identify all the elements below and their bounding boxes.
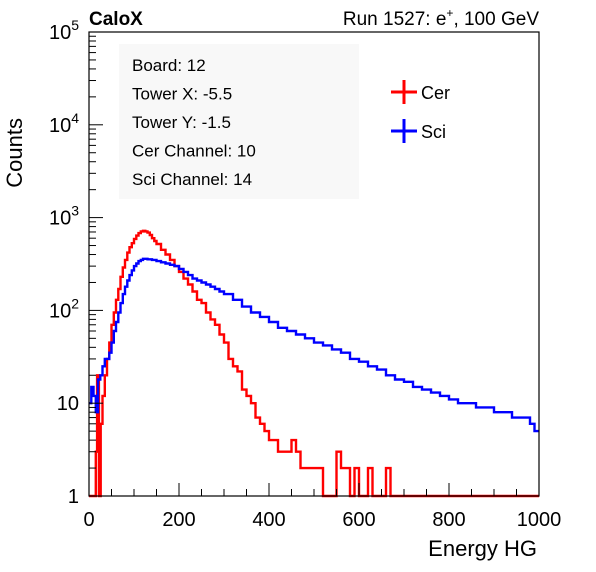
- x-tick-label: 600: [342, 509, 375, 531]
- x-axis: 0 200 400 600 800 1000: [83, 483, 561, 531]
- x-tick-label: 800: [432, 509, 465, 531]
- run-label: Run 1527: e+, 100 GeV: [343, 6, 539, 30]
- info-line: Board: 12: [132, 56, 206, 75]
- x-tick-label: 1000: [517, 509, 562, 531]
- legend-label-sci: Sci: [421, 122, 446, 142]
- info-line: Tower X: -5.5: [132, 85, 232, 104]
- series-line-sci: [89, 257, 539, 433]
- y-tick-label: 103: [49, 203, 79, 230]
- legend-label-cer: Cer: [421, 83, 450, 103]
- y-tick-label: 102: [49, 295, 79, 322]
- info-line: Tower Y: -1.5: [132, 113, 231, 132]
- y-tick-label: 10: [57, 393, 79, 415]
- x-tick-label: 200: [162, 509, 195, 531]
- info-box: [119, 44, 359, 199]
- x-tick-label: 0: [83, 509, 94, 531]
- legend: Cer Sci: [391, 80, 450, 143]
- x-axis-title: Energy HG: [428, 536, 537, 561]
- y-tick-label: 1: [68, 486, 79, 508]
- y-axis: 1 10 102 103 104 105: [49, 17, 103, 508]
- brand-label: CaloX: [89, 9, 143, 30]
- series-line-cer: [89, 229, 539, 498]
- info-line: Sci Channel: 14: [132, 170, 252, 189]
- x-tick-label: 400: [252, 509, 285, 531]
- y-axis-title: Counts: [2, 118, 27, 188]
- info-box-lines: Board: 12 Tower X: -5.5 Tower Y: -1.5 Cer C…: [132, 56, 256, 189]
- info-line: Cer Channel: 10: [132, 142, 256, 161]
- series-layer: [89, 229, 539, 498]
- y-tick-label: 104: [49, 110, 79, 137]
- y-tick-label: 105: [49, 17, 79, 44]
